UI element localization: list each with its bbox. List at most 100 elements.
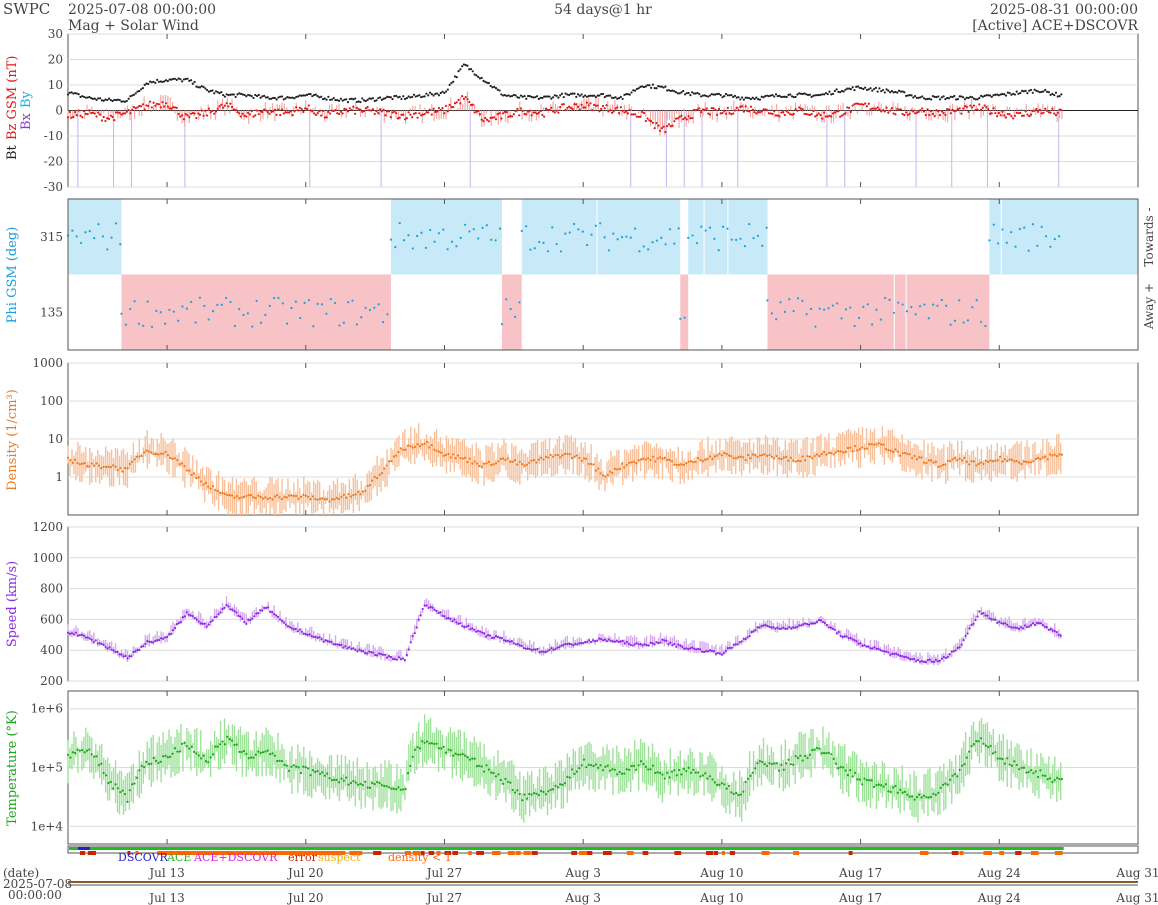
legend-ace: ACE	[166, 851, 191, 864]
quality-flag-mark	[713, 851, 719, 855]
temperature-point	[801, 759, 804, 762]
legend-ace-dscovr: ACE+DSCOVR	[193, 851, 278, 864]
temperature-point	[169, 755, 172, 758]
bt-point	[1020, 89, 1024, 92]
bt-point	[168, 78, 171, 81]
speed-point	[708, 649, 712, 652]
bz-point	[1017, 112, 1020, 115]
speed-point	[873, 646, 876, 649]
bz-point	[644, 119, 647, 123]
temperature-point	[502, 782, 505, 785]
temperature-point	[311, 769, 315, 772]
density-point	[922, 461, 926, 464]
phi-point	[721, 225, 725, 228]
bz-point	[318, 110, 321, 113]
bt-point	[375, 99, 378, 102]
bz-point	[352, 105, 355, 108]
bt-point	[758, 98, 762, 101]
speed-point	[742, 637, 745, 640]
speed-point	[962, 638, 965, 642]
bt-point	[1017, 92, 1020, 95]
bt-point	[610, 96, 614, 99]
density-point	[437, 450, 441, 453]
speed-point	[324, 639, 327, 642]
speed-point	[449, 617, 452, 620]
bt-point	[878, 87, 881, 90]
speed-point	[883, 650, 886, 653]
bz-point	[814, 115, 817, 118]
bt-point	[669, 89, 672, 93]
bt-point	[414, 95, 417, 98]
bt-point	[279, 95, 282, 98]
bz-point	[603, 107, 606, 110]
bt-point	[337, 99, 341, 102]
density-point	[444, 453, 448, 456]
density-point	[335, 496, 338, 499]
phi-point	[1058, 235, 1061, 238]
phi-point	[827, 307, 830, 310]
bt-point	[789, 93, 792, 96]
temperature-point	[269, 752, 272, 756]
speed-point	[140, 645, 143, 648]
density-point	[811, 457, 814, 460]
bz-point	[835, 110, 838, 113]
bt-point	[90, 97, 93, 100]
bz-point	[172, 105, 175, 109]
temperature-point	[380, 783, 383, 787]
bz-point	[175, 106, 178, 109]
phi-point	[687, 236, 690, 239]
bz-point	[687, 115, 690, 118]
bz-point	[657, 124, 660, 127]
speed-point	[665, 639, 668, 642]
bt-point	[901, 90, 904, 93]
phi-point	[651, 241, 654, 244]
temperature-tick-label: 1e+6	[31, 702, 63, 716]
speed-point	[463, 625, 466, 629]
bt-point	[325, 98, 328, 101]
bt-point	[152, 80, 155, 83]
bt-point	[908, 93, 911, 97]
bz-point	[662, 125, 665, 128]
speed-point	[918, 660, 922, 663]
density-point	[1037, 456, 1040, 460]
phi-point	[809, 307, 813, 311]
bt-point	[894, 90, 897, 94]
phi-point	[172, 310, 175, 313]
quality-flag-mark	[951, 851, 959, 855]
temperature-point	[958, 768, 961, 771]
phi-point	[788, 298, 791, 301]
bt-point	[166, 79, 169, 83]
density-point	[114, 465, 117, 468]
temperature-point	[706, 777, 709, 780]
density-point	[100, 466, 103, 470]
temperature-point	[863, 777, 866, 780]
density-point	[223, 492, 227, 495]
bz-point	[755, 112, 758, 115]
speed-point	[960, 643, 963, 646]
temperature-point	[1034, 770, 1037, 773]
bt-point	[560, 92, 564, 95]
speed-point	[142, 645, 145, 648]
temperature-point	[1020, 766, 1023, 769]
density-point	[428, 446, 431, 449]
bz-point	[81, 116, 84, 119]
quality-flag-mark	[420, 851, 425, 855]
density-point	[635, 462, 638, 465]
temperature-point	[302, 765, 305, 768]
bz-point	[437, 106, 441, 110]
bz-point	[543, 115, 546, 118]
speed-point	[78, 633, 81, 637]
bz-point	[926, 108, 929, 111]
speed-point	[112, 649, 115, 652]
quality-flag-mark	[444, 851, 451, 855]
bt-point	[899, 90, 902, 93]
bt-point	[95, 98, 98, 101]
bt-point	[469, 68, 473, 71]
bz-point	[753, 111, 756, 114]
speed-point	[124, 654, 127, 658]
speed-point	[272, 613, 276, 616]
density-point	[76, 462, 79, 465]
phi-point	[533, 247, 536, 250]
speed-point	[544, 650, 547, 654]
bt-point	[535, 95, 539, 98]
